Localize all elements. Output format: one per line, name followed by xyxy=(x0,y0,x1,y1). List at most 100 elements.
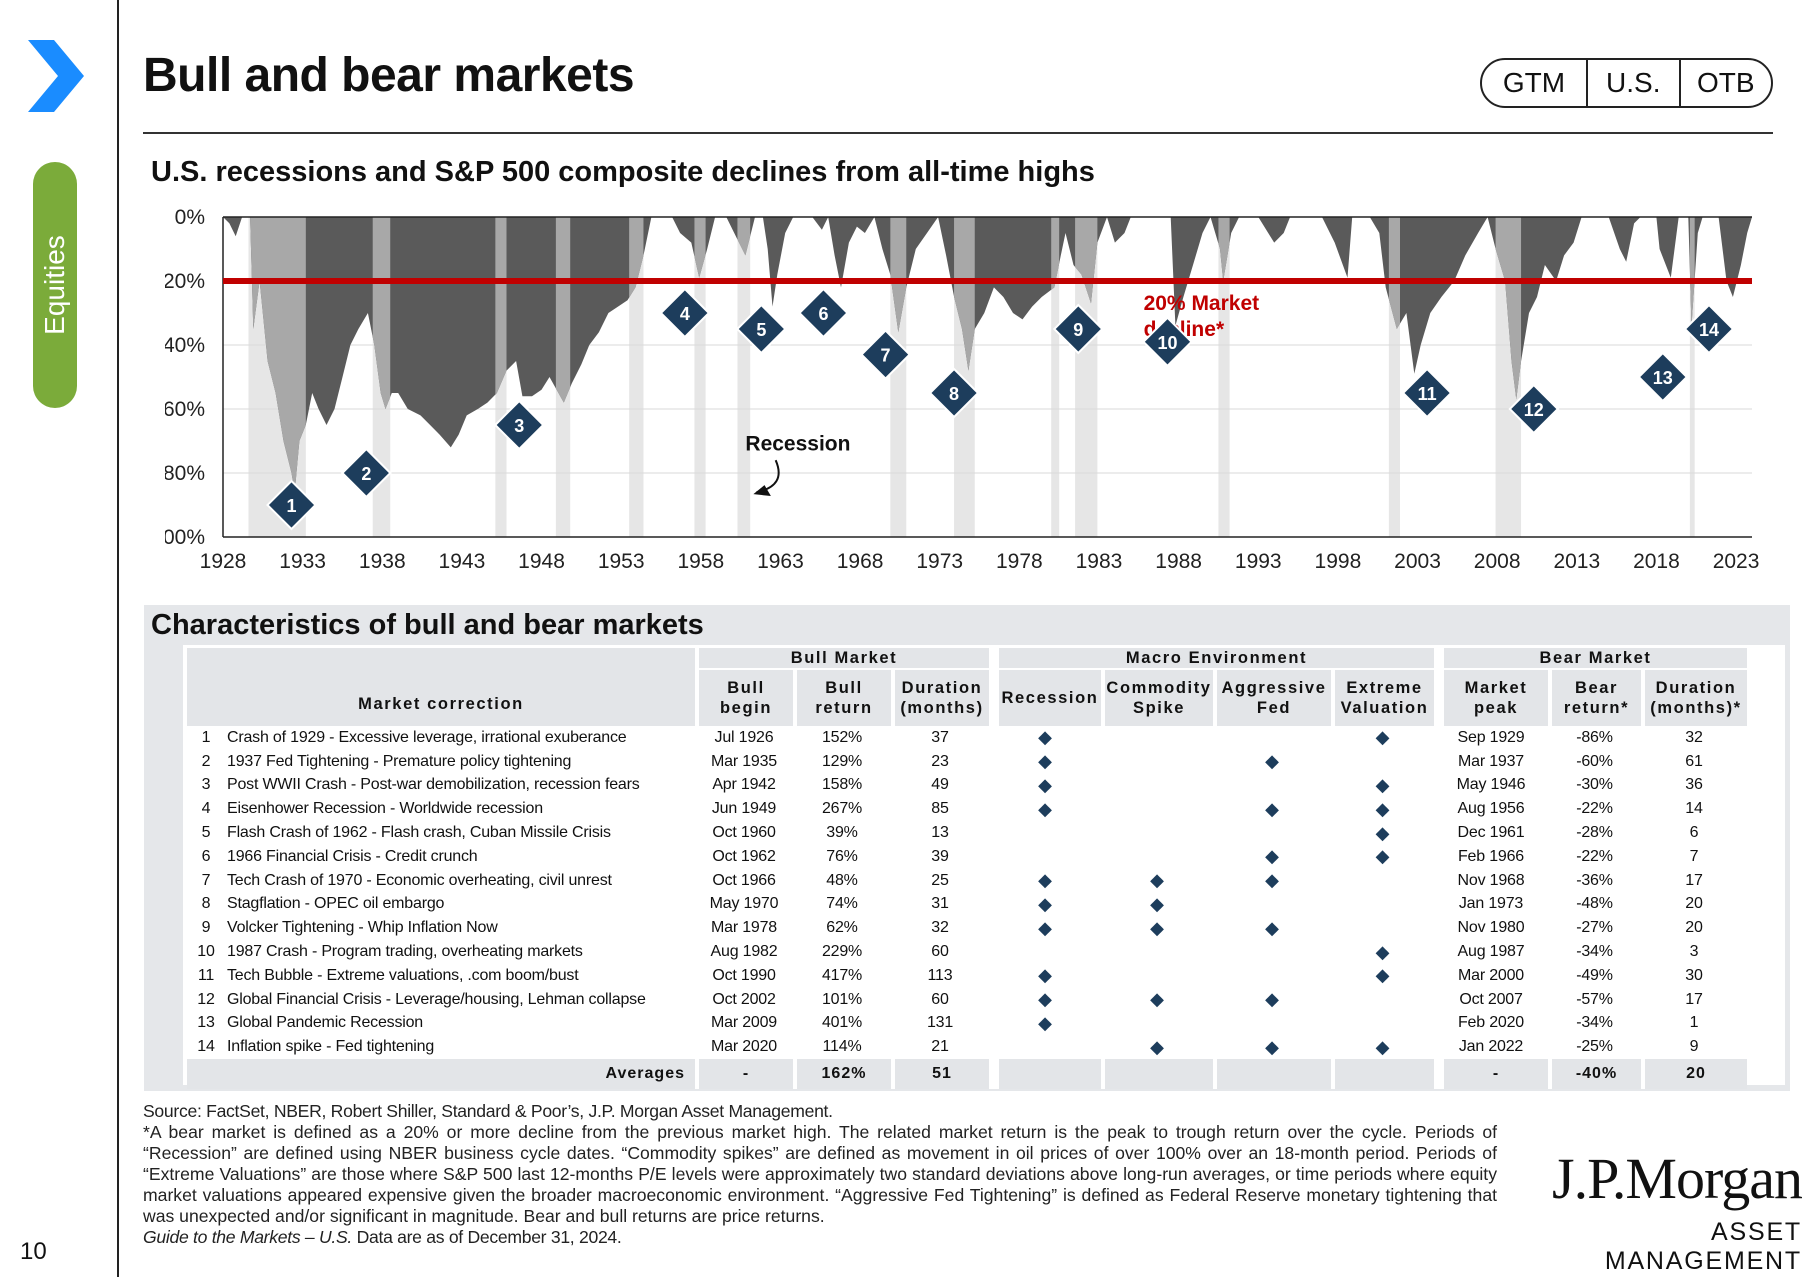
row-bull-duration: 131 xyxy=(926,1014,954,1032)
row-number: 3 xyxy=(201,776,211,794)
x-tick-label: 1973 xyxy=(916,550,963,573)
source-note: Source: FactSet, NBER, Robert Shiller, S… xyxy=(143,1101,833,1121)
row-bear-duration: 20 xyxy=(1685,895,1703,913)
nav-gtm[interactable]: GTM xyxy=(1502,67,1566,98)
page-number: 10 xyxy=(20,1238,47,1265)
table-row: 7 Tech Crash of 1970 - Economic overheati… xyxy=(187,869,1747,893)
table-row: 13 Global Pandemic Recession Mar 2009 401% 1… xyxy=(187,1012,1747,1036)
bear-marker-label: 4 xyxy=(680,304,690,324)
row-market-peak: Nov 1968 xyxy=(1457,871,1525,889)
row-bear-return: -36% xyxy=(1576,871,1613,889)
recession-band xyxy=(1051,217,1060,537)
col-extreme-valuation: Extreme Valuation xyxy=(1331,670,1434,726)
row-recession xyxy=(989,845,1101,869)
definitions-note: *A bear market is defined as a 20% or mo… xyxy=(143,1122,1497,1226)
row-bear-return: -48% xyxy=(1576,895,1613,913)
row-market-peak: Oct 2007 xyxy=(1459,990,1523,1008)
row-commodity xyxy=(1101,964,1213,988)
table-title: Characteristics of bull and bear markets xyxy=(151,609,704,641)
row-bear-return: -28% xyxy=(1576,824,1613,842)
bear-marker-label: 13 xyxy=(1653,368,1673,388)
y-tick-label: 0% xyxy=(175,206,205,229)
row-number: 10 xyxy=(197,943,215,961)
table-row: 12 Global Financial Crisis - Leverage/hou… xyxy=(187,988,1747,1012)
col-market-correction: Market correction xyxy=(187,670,695,726)
bear-marker-label: 9 xyxy=(1073,320,1083,340)
bear-marker-label: 2 xyxy=(361,464,371,484)
avg-bull-return: 162% xyxy=(793,1059,891,1090)
bear-marker-label: 10 xyxy=(1157,333,1177,353)
y-tick-label: -20% xyxy=(165,270,205,293)
row-bear-return: -34% xyxy=(1576,1014,1613,1032)
row-fed xyxy=(1213,964,1331,988)
row-bull-begin: Oct 1960 xyxy=(712,824,776,842)
x-tick-label: 1953 xyxy=(598,550,645,573)
bear-marker-diamond xyxy=(1637,351,1689,403)
row-commodity-marker-icon: ◆ xyxy=(1150,917,1164,938)
row-recession-marker-icon: ◆ xyxy=(1038,751,1052,772)
bear-marker-label: 1 xyxy=(286,496,296,516)
col-bull-return: Bull return xyxy=(793,670,891,726)
row-bear-return: -22% xyxy=(1576,847,1613,865)
section-tab-equities[interactable]: Equities xyxy=(33,162,77,408)
bull-bear-table: Bull Market Macro Environment Bear Marke… xyxy=(187,648,1747,1090)
bear-marker-diamond xyxy=(928,367,980,419)
row-description: Eisenhower Recession - Worldwide recessi… xyxy=(227,800,543,818)
drawdown-area xyxy=(223,217,1752,493)
x-tick-label: 1938 xyxy=(359,550,406,573)
row-number: 6 xyxy=(201,847,211,865)
recession-band xyxy=(694,217,706,537)
row-valuation xyxy=(1331,750,1434,774)
col-commodity-spike: Commodity Spike xyxy=(1101,670,1213,726)
row-bull-return: 152% xyxy=(821,728,863,746)
y-tick-label: -60% xyxy=(165,398,205,421)
avg-valuation xyxy=(1331,1059,1434,1090)
row-market-peak: Jan 1973 xyxy=(1458,895,1524,913)
row-description: 1937 Fed Tightening - Premature policy t… xyxy=(227,752,572,770)
row-bear-duration: 30 xyxy=(1685,966,1703,984)
row-commodity xyxy=(1101,821,1213,845)
row-bull-return: 229% xyxy=(821,943,863,961)
row-bull-begin: Mar 1978 xyxy=(711,919,777,937)
row-bull-begin: Oct 1966 xyxy=(712,871,776,889)
bear-marker-label: 12 xyxy=(1524,400,1544,420)
x-tick-label: 2008 xyxy=(1474,550,1521,573)
nav-us[interactable]: U.S. xyxy=(1586,60,1678,106)
row-valuation-marker-icon: ◆ xyxy=(1375,774,1390,795)
row-number: 11 xyxy=(197,966,215,984)
bear-marker-diamond xyxy=(1052,303,1104,355)
row-market-peak: Mar 2000 xyxy=(1458,966,1524,984)
row-bear-return: -49% xyxy=(1576,966,1613,984)
avg-bear-duration: 20 xyxy=(1641,1059,1747,1090)
row-bear-return: -86% xyxy=(1576,728,1613,746)
col-bear-return: Bear return* xyxy=(1548,670,1641,726)
bear-marker-diamond xyxy=(1401,367,1453,419)
row-valuation-marker-icon: ◆ xyxy=(1375,798,1390,819)
nav-otb[interactable]: OTB xyxy=(1678,60,1771,106)
row-bull-return: 401% xyxy=(821,1014,863,1032)
page-title: Bull and bear markets xyxy=(143,49,635,102)
row-bull-begin: Mar 2009 xyxy=(711,1014,777,1032)
avg-bull-begin: - xyxy=(695,1059,793,1090)
row-description: Stagflation - OPEC oil embargo xyxy=(227,895,445,913)
row-commodity xyxy=(1101,797,1213,821)
row-fed xyxy=(1213,940,1331,964)
row-fed-marker-icon: ◆ xyxy=(1265,989,1279,1010)
x-tick-label: 1993 xyxy=(1235,550,1282,573)
x-tick-label: 1978 xyxy=(996,550,1043,573)
col-bull-duration: Duration (months) xyxy=(891,670,989,726)
row-bear-duration: 9 xyxy=(1689,1038,1699,1056)
row-bear-duration: 32 xyxy=(1685,728,1703,746)
row-bear-return: -30% xyxy=(1576,776,1613,794)
row-number: 4 xyxy=(201,800,211,818)
row-number: 9 xyxy=(201,919,211,937)
x-tick-label: 1988 xyxy=(1155,550,1202,573)
row-bull-duration: 60 xyxy=(931,990,949,1008)
col-bear-duration: Duration (months)* xyxy=(1641,670,1747,726)
avg-bull-duration: 51 xyxy=(891,1059,989,1090)
bear-marker-diamond xyxy=(1683,303,1735,355)
row-commodity-marker-icon: ◆ xyxy=(1150,1036,1164,1057)
bear-marker-label: 3 xyxy=(514,416,524,436)
row-recession-marker-icon: ◆ xyxy=(1038,989,1052,1010)
x-tick-label: 2023 xyxy=(1713,550,1760,573)
